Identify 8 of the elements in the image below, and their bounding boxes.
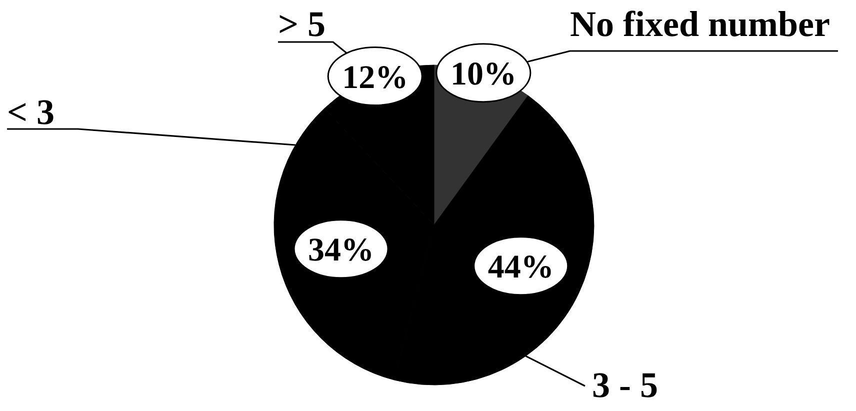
slice-label: 3 - 5 bbox=[592, 365, 658, 405]
data-label: 34% bbox=[308, 232, 374, 268]
data-label: 44% bbox=[488, 249, 554, 286]
slice-label: No fixed number bbox=[570, 4, 830, 44]
slice-label: < 3 bbox=[7, 92, 55, 132]
data-label: 10% bbox=[450, 56, 516, 92]
data-label: 12% bbox=[342, 60, 408, 96]
slice-label: > 5 bbox=[278, 4, 326, 44]
